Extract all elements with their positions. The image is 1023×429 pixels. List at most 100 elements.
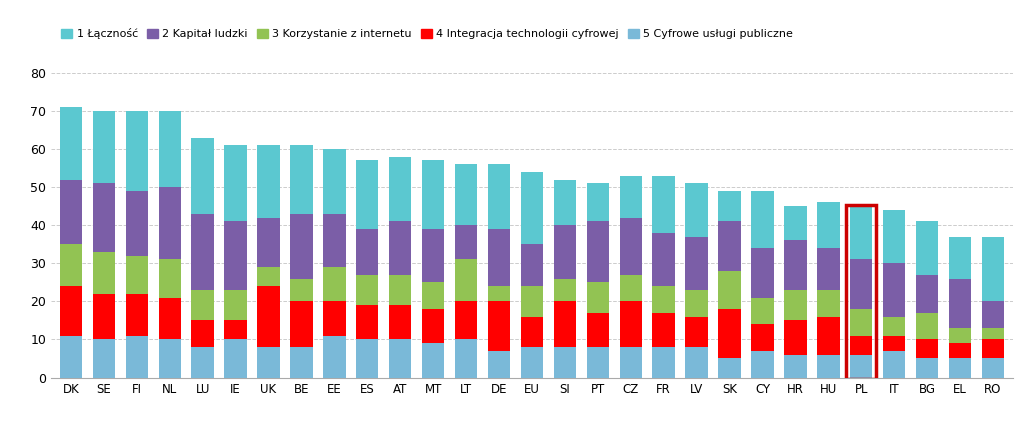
Bar [93,183,115,252]
Bar [93,294,115,339]
Bar [883,335,905,351]
Bar [126,335,148,378]
Bar [916,359,938,378]
Bar [488,164,510,229]
Bar [916,275,938,313]
Bar [949,278,971,328]
Bar [982,359,1005,378]
Bar [126,256,148,294]
Bar [258,218,279,267]
Bar [389,305,411,339]
Bar [850,335,873,355]
Bar [356,160,379,229]
Bar [224,145,247,221]
Bar [224,221,247,290]
Bar [488,301,510,351]
Bar [126,191,148,256]
Bar [586,282,609,313]
Bar [718,359,741,378]
Bar [817,317,840,355]
Bar [421,282,444,309]
Bar [521,347,543,378]
Bar [620,275,642,301]
Bar [949,328,971,343]
Bar [916,313,938,339]
Bar [751,324,773,351]
Bar [982,328,1005,339]
Bar [653,233,675,286]
Bar [488,286,510,301]
Bar [455,260,478,301]
Bar [159,260,181,298]
Bar [653,176,675,233]
Bar [291,301,313,347]
Bar [323,214,346,267]
Bar [751,191,773,248]
Bar [850,355,873,378]
Bar [191,214,214,290]
Bar [586,313,609,347]
Bar [785,290,806,320]
Bar [126,294,148,335]
Bar [224,320,247,339]
Bar [258,347,279,378]
Bar [488,229,510,286]
Bar [191,290,214,320]
Bar [291,145,313,214]
Bar [685,317,708,347]
Bar [785,355,806,378]
Bar [718,191,741,221]
Bar [850,309,873,335]
Bar [817,248,840,290]
Bar [291,214,313,278]
Bar [258,145,279,218]
Bar [323,335,346,378]
Bar [883,210,905,263]
Bar [521,317,543,347]
Bar [620,347,642,378]
Bar [850,206,873,260]
Bar [949,237,971,278]
Bar [93,252,115,294]
Bar [817,290,840,317]
Bar [586,183,609,221]
Bar [59,107,82,180]
Bar [586,221,609,282]
Bar [159,298,181,339]
Bar [389,339,411,378]
Bar [224,290,247,320]
Bar [488,351,510,378]
Bar [850,260,873,309]
Bar [421,309,444,343]
Bar [421,343,444,378]
Bar [883,351,905,378]
Bar [653,286,675,313]
Bar [521,172,543,244]
Bar [93,339,115,378]
Bar [421,229,444,282]
Bar [159,187,181,260]
Bar [455,301,478,339]
Bar [356,339,379,378]
Bar [620,218,642,275]
Bar [620,301,642,347]
Bar [982,301,1005,328]
Bar [785,206,806,240]
Bar [586,347,609,378]
Bar [389,275,411,305]
Bar [785,240,806,290]
Bar [356,305,379,339]
Bar [323,149,346,214]
Bar [883,263,905,317]
Bar [916,339,938,359]
Bar [949,343,971,359]
Bar [718,271,741,309]
Bar [291,278,313,301]
Bar [553,225,576,278]
Legend: 1 Łączność, 2 Kapitał ludzki, 3 Korzystanie z internetu, 4 Integracja technologi: 1 Łączność, 2 Kapitał ludzki, 3 Korzysta… [56,24,798,44]
Bar [553,347,576,378]
Bar [685,290,708,317]
Bar [982,339,1005,359]
Bar [685,183,708,237]
Bar [916,221,938,275]
